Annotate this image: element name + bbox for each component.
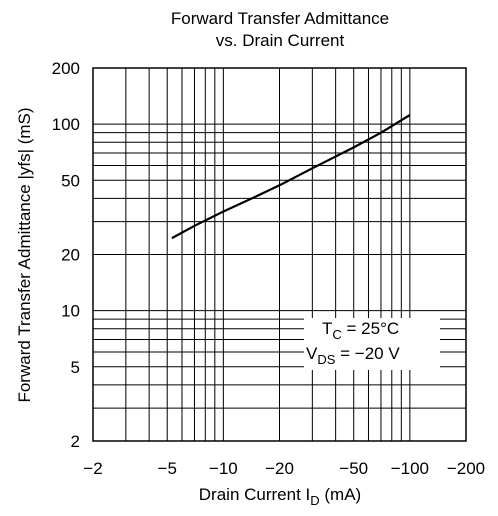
- annotation-background: [304, 318, 440, 370]
- chart-title-line2: vs. Drain Current: [216, 31, 345, 50]
- annotation-tc-sub: C: [332, 327, 341, 342]
- annotation-vds: VDS = −20 V: [306, 344, 400, 367]
- x-axis-label-sub: D: [310, 493, 319, 508]
- y-tick-label: 5: [71, 358, 80, 377]
- x-tick-labels: −2 −5 −10 −20 −50 −100 −200: [83, 459, 485, 478]
- x-tick-label: −200: [447, 459, 485, 478]
- y-tick-labels: 2 5 10 20 50 100 200: [52, 59, 80, 451]
- y-tick-label: 100: [52, 115, 80, 134]
- y-tick-label: 50: [61, 171, 80, 190]
- annotation-tc: TC = 25°C: [322, 319, 399, 342]
- x-tick-label: −20: [265, 459, 294, 478]
- y-tick-label: 200: [52, 59, 80, 78]
- annotation-tc-value: = 25°C: [342, 319, 399, 338]
- annotation-vds-value: = −20 V: [335, 344, 400, 363]
- series-line: [171, 114, 411, 240]
- x-axis-label: Drain Current ID (mA): [199, 485, 361, 508]
- y-tick-label: 2: [71, 432, 80, 451]
- x-tick-label: −10: [209, 459, 238, 478]
- x-tick-label: −2: [83, 459, 102, 478]
- plot-frame: [92, 67, 467, 442]
- annotation-vds-main: V: [306, 344, 318, 363]
- annotation-tc-main: T: [322, 319, 332, 338]
- x-axis-label-main: Drain Current I: [199, 485, 310, 504]
- y-axis-label: Forward Transfer Admittance |yfs| (mS): [15, 107, 34, 402]
- plot-grid: [93, 68, 466, 441]
- x-tick-label: −100: [391, 459, 429, 478]
- annotation-vds-sub: DS: [317, 352, 335, 367]
- y-tick-label: 10: [61, 302, 80, 321]
- x-tick-label: −5: [158, 459, 177, 478]
- y-tick-label: 20: [61, 246, 80, 265]
- x-axis-label-unit: (mA): [320, 485, 362, 504]
- chart-title-line1: Forward Transfer Admittance: [171, 9, 389, 28]
- x-tick-label: −50: [339, 459, 368, 478]
